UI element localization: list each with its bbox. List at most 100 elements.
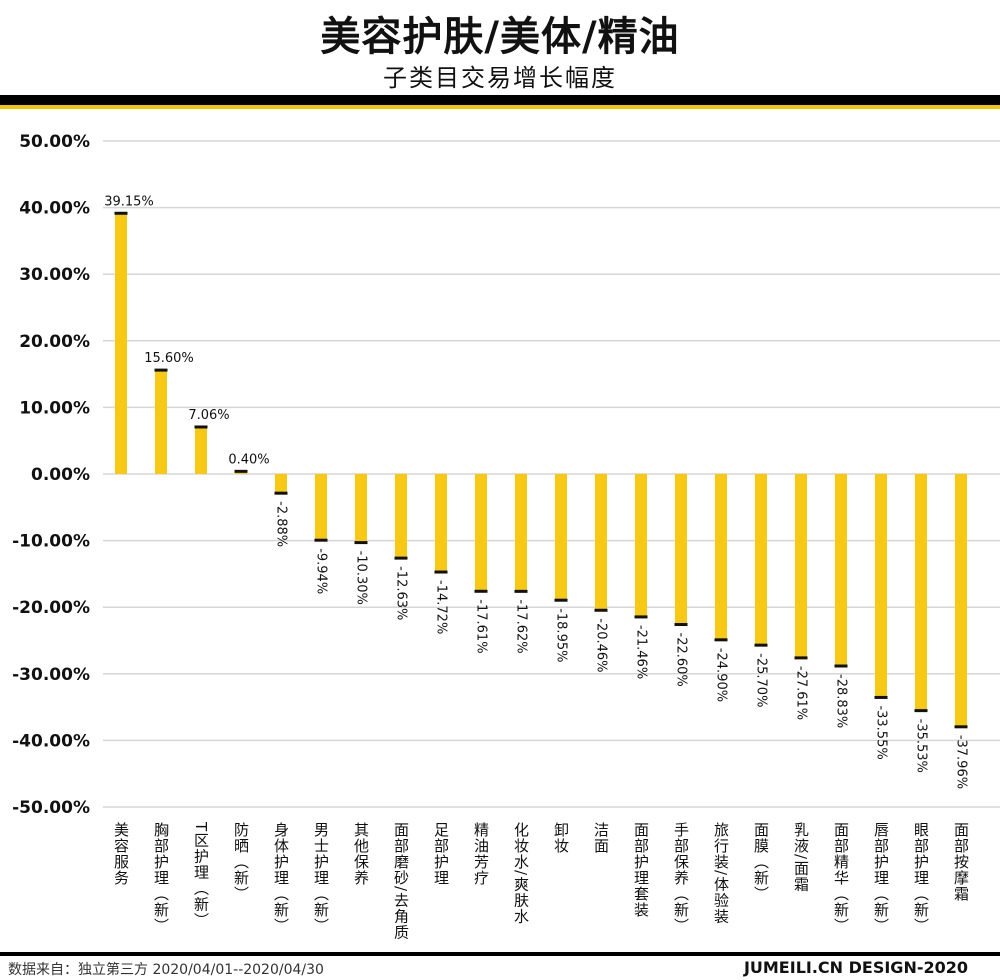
data-label: -12.63% [394, 566, 409, 620]
bar [955, 474, 967, 727]
bar [875, 474, 887, 698]
data-label: -37.96% [954, 735, 969, 789]
x-category-label: 防晒（新） [232, 822, 250, 902]
bar-cap [234, 469, 248, 473]
x-category-label: 美容服务 [112, 822, 130, 886]
bar [755, 474, 767, 646]
bar-cap [314, 538, 328, 542]
bar [355, 474, 367, 543]
y-tick-label: -20.00% [12, 598, 90, 618]
y-tick-label: -40.00% [12, 731, 90, 751]
header-divider-black [0, 95, 1000, 105]
y-tick-label: 20.00% [19, 332, 90, 352]
data-label: -33.55% [874, 705, 889, 759]
bar [835, 474, 847, 667]
bar-chart: 50.00% 40.00% 30.00% 20.00% 10.00% 0.00% -10.0… [12, 132, 1000, 940]
y-tick-label: 50.00% [19, 132, 90, 152]
design-credit: JUMEILI.CN DESIGN-2020 [743, 958, 968, 977]
bar-cap [634, 615, 648, 619]
data-label: 7.06% [188, 408, 229, 423]
bar-cap [874, 695, 888, 699]
data-label: -27.61% [794, 666, 809, 720]
x-category-label: 旅行装/体验装 [712, 822, 730, 924]
header-divider-yellow [0, 105, 1000, 109]
bar-cap [514, 589, 528, 593]
x-category-label: 乳液/面霜 [792, 822, 810, 892]
data-label: 0.40% [228, 452, 269, 467]
data-label: -9.94% [314, 548, 329, 594]
y-tick-label: 40.00% [19, 199, 90, 219]
data-source: 数据来自：独立第三方 2020/04/01--2020/04/30 [8, 962, 324, 978]
bar [795, 474, 807, 658]
bar-cap [754, 643, 768, 647]
bar [915, 474, 927, 711]
bar-cap [834, 664, 848, 668]
data-label: -17.61% [474, 599, 489, 653]
y-tick-label: -30.00% [12, 665, 90, 685]
x-category-label: 其他保养 [352, 822, 370, 886]
bar [715, 474, 727, 640]
y-tick-label: -10.00% [12, 532, 90, 552]
x-category-label: 卸妆 [552, 822, 570, 854]
bar [635, 474, 647, 617]
x-category-label: 眼部护理（新） [912, 822, 930, 934]
x-category-label: 精油芳疗 [472, 822, 490, 886]
bar [595, 474, 607, 611]
data-label: -24.90% [714, 648, 729, 702]
x-category-label: 手部保养（新） [672, 822, 690, 934]
footer-divider [0, 952, 1000, 956]
bar-cap [594, 608, 608, 612]
bar [435, 474, 447, 573]
bar [275, 474, 287, 494]
bar-cap [394, 556, 408, 560]
data-label: -18.95% [554, 608, 569, 662]
bar-cap [114, 211, 128, 215]
x-category-label: T区护理（新） [192, 821, 210, 928]
data-label: -25.70% [754, 653, 769, 707]
bar-cap [154, 368, 168, 372]
data-label: -21.46% [634, 625, 649, 679]
bar [155, 370, 167, 474]
data-label: -22.60% [674, 633, 689, 687]
data-label: 15.60% [144, 351, 194, 366]
x-category-label: 面部护理套装 [632, 822, 650, 918]
bar [475, 474, 487, 592]
bar-cap [954, 725, 968, 729]
page-subtitle: 子类目交易增长幅度 [383, 64, 617, 92]
x-category-label: 洁面 [592, 822, 610, 854]
x-category-label: 面部磨砂/去角质 [392, 822, 410, 940]
bar-cap [794, 656, 808, 660]
x-category-label: 面膜（新） [752, 822, 770, 902]
y-tick-label: -50.00% [12, 798, 90, 818]
bar-cap [354, 541, 368, 545]
bar [195, 426, 207, 474]
x-category-label: 唇部护理（新） [872, 822, 890, 934]
x-category-label: 男士护理（新） [312, 822, 330, 934]
y-tick-label: 0.00% [31, 465, 90, 485]
data-label: 39.15% [104, 194, 154, 209]
y-tick-label: 30.00% [19, 265, 90, 285]
x-category-label: 面部按摩霜 [952, 822, 970, 902]
x-category-label: 胸部护理（新） [152, 822, 170, 934]
bar [115, 213, 127, 475]
bar [675, 474, 687, 625]
page-title: 美容护肤/美体/精油 [320, 14, 680, 60]
bar-cap [914, 709, 928, 713]
data-label: -10.30% [354, 551, 369, 605]
data-label: -14.72% [434, 580, 449, 634]
x-category-label: 足部护理 [432, 822, 450, 886]
y-tick-label: 10.00% [19, 398, 90, 418]
data-label: -20.46% [594, 618, 609, 672]
bar-cap [274, 491, 288, 495]
data-label: -2.88% [274, 501, 289, 547]
bar-cap [714, 638, 728, 642]
data-label: -28.83% [834, 674, 849, 728]
bar-cap [194, 425, 208, 429]
bar-cap [434, 570, 448, 574]
bar-cap [554, 598, 568, 602]
bar-cap [674, 623, 688, 627]
x-category-label: 身体护理（新） [272, 822, 290, 934]
data-label: -35.53% [914, 719, 929, 773]
bar [555, 474, 567, 601]
bar [315, 474, 327, 541]
